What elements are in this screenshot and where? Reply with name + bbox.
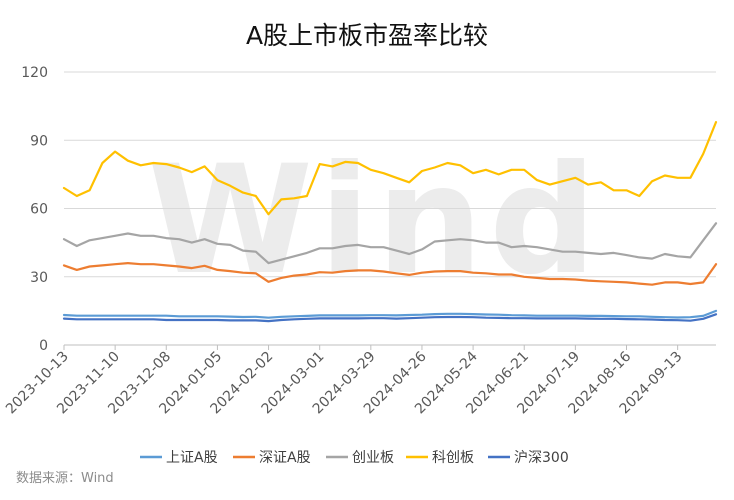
y-axis-ticks: 0 30 60 90 120	[21, 65, 48, 354]
series-line	[62, 313, 718, 323]
legend: 上证A股 深证A股 创业板 科创板 沪深300	[140, 450, 569, 466]
legend-entry: 科创板	[432, 450, 474, 466]
x-axis-ticks: 2023-10-132023-11-102023-12-082024-01-05…	[3, 345, 685, 417]
y-tick-label: 60	[30, 202, 48, 218]
source-note: 数据来源：Wind	[16, 471, 114, 486]
chart-title: A股上市板市盈率比较	[246, 21, 488, 50]
wind-watermark: Wind	[147, 134, 602, 308]
series-line	[62, 222, 718, 265]
series-line	[62, 309, 718, 319]
gridlines	[64, 71, 716, 346]
legend-entry: 上证A股	[166, 450, 218, 466]
series-line	[62, 262, 718, 286]
series-line	[62, 120, 718, 216]
series-lines	[62, 120, 718, 323]
legend-entry: 深证A股	[259, 450, 311, 466]
y-tick-label: 0	[39, 338, 48, 354]
legend-entry: 沪深300	[514, 450, 569, 466]
legend-entry: 创业板	[352, 450, 394, 466]
y-tick-label: 30	[30, 270, 48, 286]
y-tick-label: 90	[30, 133, 48, 149]
y-tick-label: 120	[21, 65, 48, 81]
